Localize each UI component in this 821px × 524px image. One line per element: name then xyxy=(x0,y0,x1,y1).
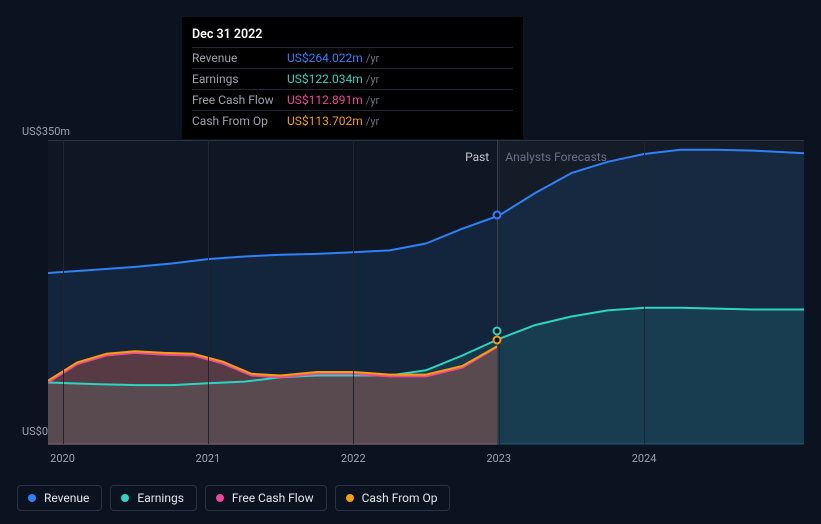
cfo-marker xyxy=(493,335,502,344)
legend-item-revenue[interactable]: Revenue xyxy=(17,485,102,511)
legend-item-label: Revenue xyxy=(44,491,89,505)
legend-item-earnings[interactable]: Earnings xyxy=(110,485,197,511)
tooltip-row: Cash From OpUS$113.702m/yr xyxy=(192,110,513,131)
cfo-dot-icon xyxy=(346,494,354,502)
tooltip-row-label: Cash From Op xyxy=(192,114,287,128)
x-gridline xyxy=(353,140,354,444)
legend-item-label: Free Cash Flow xyxy=(232,491,314,505)
tooltip: Dec 31 2022 RevenueUS$264.022m/yrEarning… xyxy=(182,17,523,139)
tooltip-row-label: Earnings xyxy=(192,72,287,86)
tooltip-date: Dec 31 2022 xyxy=(192,24,513,47)
legend: Revenue Earnings Free Cash Flow Cash From O… xyxy=(17,485,450,511)
revenue-marker xyxy=(493,210,502,219)
tooltip-row-label: Free Cash Flow xyxy=(192,93,287,107)
x-gridline xyxy=(644,140,645,444)
x-gridline xyxy=(499,140,500,444)
series-svg xyxy=(48,141,804,445)
x-tick-label: 2022 xyxy=(341,452,366,465)
financials-chart: US$350m US$0 Past Analysts Forecasts 202… xyxy=(17,0,804,524)
earnings-marker xyxy=(493,327,502,336)
y-axis-max-label: US$350m xyxy=(22,125,70,138)
legend-item-cfo[interactable]: Cash From Op xyxy=(335,485,451,511)
x-tick-label: 2023 xyxy=(486,452,511,465)
tooltip-row-value: US$113.702m xyxy=(287,114,363,128)
tooltip-row-value: US$264.022m xyxy=(287,51,363,65)
x-tick-label: 2024 xyxy=(632,452,657,465)
tooltip-row: RevenueUS$264.022m/yr xyxy=(192,47,513,68)
x-gridline xyxy=(208,140,209,444)
y-axis-min-label: US$0 xyxy=(22,425,48,438)
tooltip-row-value: US$112.891m xyxy=(287,93,363,107)
tooltip-row-unit: /yr xyxy=(366,115,379,128)
tooltip-row-value: US$122.034m xyxy=(287,72,363,86)
tooltip-row-label: Revenue xyxy=(192,51,287,65)
now-line xyxy=(497,140,498,444)
x-tick-label: 2021 xyxy=(196,452,221,465)
legend-item-fcf[interactable]: Free Cash Flow xyxy=(205,485,327,511)
tooltip-row-unit: /yr xyxy=(366,52,379,65)
x-tick-label: 2020 xyxy=(50,452,75,465)
tooltip-row: EarningsUS$122.034m/yr xyxy=(192,68,513,89)
fcf-dot-icon xyxy=(216,494,224,502)
plot-area[interactable]: Past Analysts Forecasts xyxy=(48,140,804,444)
revenue-dot-icon xyxy=(28,494,36,502)
tooltip-row-unit: /yr xyxy=(366,94,379,107)
legend-item-label: Earnings xyxy=(137,491,184,505)
x-gridline xyxy=(63,140,64,444)
tooltip-row-unit: /yr xyxy=(366,73,379,86)
legend-item-label: Cash From Op xyxy=(362,491,438,505)
earnings-dot-icon xyxy=(121,494,129,502)
tooltip-row: Free Cash FlowUS$112.891m/yr xyxy=(192,89,513,110)
